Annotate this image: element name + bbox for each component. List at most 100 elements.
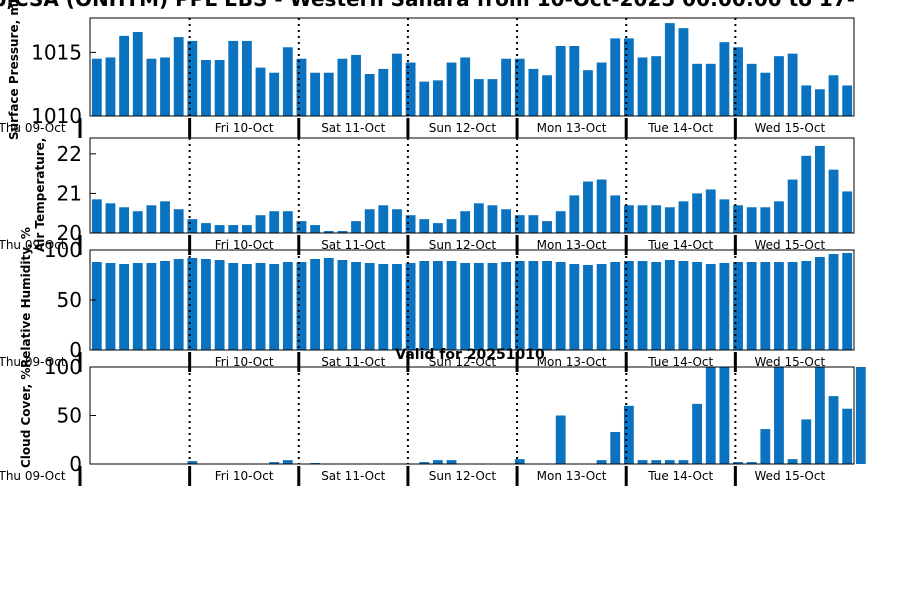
air-temperature-bar (842, 191, 853, 233)
air-temperature-bar (678, 201, 689, 233)
air-temperature-day-label: Sat 11-Oct (321, 238, 385, 252)
surface-pressure-day-label: Mon 13-Oct (537, 121, 607, 135)
relative-humidity-bar (119, 264, 130, 350)
relative-humidity-bar (801, 261, 812, 350)
air-temperature-bar (814, 145, 825, 233)
relative-humidity-day-label: Mon 13-Oct (537, 355, 607, 369)
air-temperature-day-label: Thu 09-Oct (0, 238, 66, 252)
relative-humidity-bar (269, 264, 280, 350)
cloud-cover-bar (269, 462, 280, 464)
surface-pressure-bar (146, 58, 157, 116)
air-temperature-bar (323, 231, 334, 233)
surface-pressure-ylabel: Surface Pressure, mb (7, 0, 21, 140)
relative-humidity-bar (678, 261, 689, 350)
surface-pressure-bar (733, 47, 743, 116)
relative-humidity-bar (583, 265, 593, 350)
cloud-cover-bar (432, 460, 443, 464)
relative-humidity-bar (173, 259, 184, 350)
relative-humidity-bar (501, 262, 512, 350)
air-temperature-bar (91, 199, 102, 233)
relative-humidity-day-label: Thu 09-Oct (0, 355, 66, 369)
surface-pressure-bar (255, 67, 266, 116)
surface-pressure-bar (364, 74, 375, 116)
air-temperature-bar (460, 211, 471, 233)
air-temperature-bar (692, 193, 703, 233)
cloud-cover-bar (187, 461, 198, 464)
cloud-cover-day-label: Mon 13-Oct (537, 469, 607, 483)
air-temperature-bar (432, 223, 443, 233)
cloud-cover-bar (855, 367, 866, 464)
air-temperature-bar (555, 211, 566, 233)
relative-humidity-bar (132, 263, 143, 350)
relative-humidity-day-label: Sat 11-Oct (321, 355, 385, 369)
surface-pressure-bar (296, 58, 307, 116)
relative-humidity-bar (473, 263, 484, 350)
surface-pressure-bar (241, 40, 252, 116)
surface-pressure-day-label: Thu 09-Oct (0, 121, 66, 135)
cloud-cover-day-label: Thu 09-Oct (0, 469, 66, 483)
surface-pressure-bar (378, 68, 389, 116)
air-temperature-bar (132, 211, 143, 233)
surface-pressure-bar (801, 85, 812, 116)
air-temperature-bar (187, 219, 198, 233)
air-temperature-bar (146, 205, 157, 233)
surface-pressure-bar (269, 72, 280, 116)
relative-humidity-bar (228, 263, 239, 350)
surface-pressure-bar (596, 62, 607, 116)
air-temperature-ytick-label: 22 (57, 142, 82, 166)
surface-pressure-bar (514, 58, 525, 116)
surface-pressure-bar (351, 54, 361, 116)
surface-pressure-bar (787, 53, 798, 116)
surface-pressure-bar (828, 75, 839, 116)
surface-pressure-bar (201, 60, 211, 116)
air-temperature-panel: Air Temperature, 20 21 22 Thu 09-Oct Fri 10-… (0, 137, 855, 255)
air-temperature-bar (787, 179, 798, 233)
relative-humidity-bar (842, 253, 853, 350)
air-temperature-bar (760, 207, 771, 233)
surface-pressure-day-label: Sat 11-Oct (321, 121, 385, 135)
surface-pressure-bar (419, 81, 430, 116)
relative-humidity-bar (637, 261, 648, 350)
air-temperature-bar (637, 205, 648, 233)
surface-pressure-ytick-label: 1015 (31, 40, 82, 64)
relative-humidity-bar (746, 262, 757, 350)
relative-humidity-day-label: Tue 14-Oct (647, 355, 713, 369)
surface-pressure-bar (323, 72, 334, 116)
relative-humidity-bar (187, 258, 198, 350)
surface-pressure-bar (637, 57, 648, 116)
chart-title: p,CSA (ONHTM) PPL EBS - Western Sahara f… (0, 0, 855, 11)
relative-humidity-bar (787, 262, 798, 350)
surface-pressure-bar (719, 42, 730, 116)
air-temperature-bar (337, 231, 348, 233)
cloud-cover-bar (610, 431, 621, 464)
relative-humidity-bar (542, 261, 552, 350)
relative-humidity-bar (201, 259, 211, 350)
cloud-cover-bar (828, 396, 839, 464)
cloud-cover-bar (623, 405, 634, 464)
air-temperature-ylabel: Air Temperature, (33, 138, 47, 252)
surface-pressure-bar (105, 57, 116, 116)
air-temperature-day-label: Mon 13-Oct (537, 238, 607, 252)
relative-humidity-bar (214, 260, 225, 350)
cloud-cover-bar (555, 415, 566, 464)
relative-humidity-bar (569, 264, 580, 350)
air-temperature-day-label: Sun 12-Oct (429, 238, 497, 252)
cloud-cover-bar (814, 367, 825, 464)
cloud-cover-bar (419, 462, 430, 464)
relative-humidity-ytick-label: 50 (57, 288, 82, 312)
relative-humidity-day-label: Fri 10-Oct (215, 355, 274, 369)
cloud-cover-bar (842, 408, 853, 464)
cloud-cover-bar (678, 460, 689, 464)
air-temperature-bar (228, 225, 239, 233)
surface-pressure-bar (705, 63, 716, 116)
surface-pressure-day-label: Wed 15-Oct (755, 121, 826, 135)
surface-pressure-bar (160, 57, 170, 116)
surface-pressure-bar (760, 72, 771, 116)
relative-humidity-bar (296, 262, 307, 350)
relative-humidity-bar (514, 261, 525, 350)
cloud-cover-bar (692, 403, 703, 464)
surface-pressure-bar (337, 58, 348, 116)
surface-pressure-bar (528, 68, 539, 116)
